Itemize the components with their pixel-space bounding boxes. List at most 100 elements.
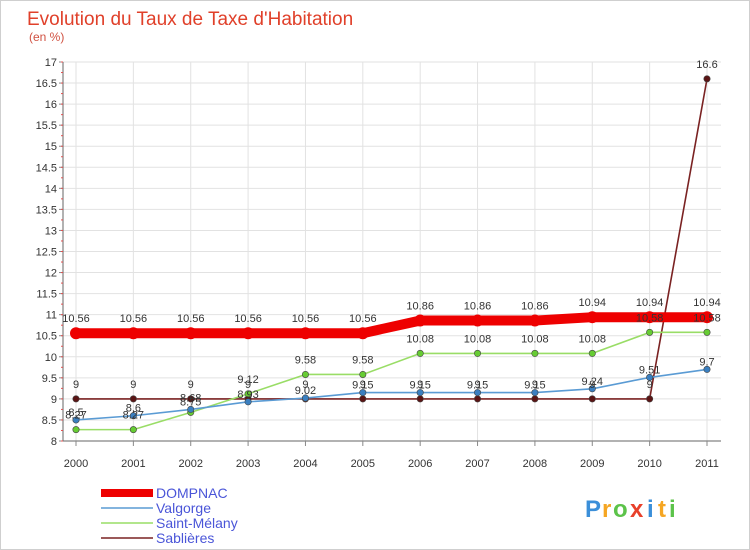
- data-label: 10.56: [62, 313, 90, 325]
- logo-letter: t: [658, 496, 666, 523]
- data-point: [301, 370, 309, 378]
- data-point: [474, 349, 482, 357]
- data-point: [646, 395, 654, 403]
- data-label: 10.86: [406, 301, 434, 313]
- data-label: 8.6: [126, 403, 141, 415]
- x-tick-label: 2001: [121, 458, 145, 470]
- data-label: 10.56: [292, 313, 320, 325]
- x-tick-label: 2010: [637, 458, 661, 470]
- gridlines: [63, 61, 721, 442]
- data-label: 9.58: [352, 354, 373, 366]
- data-label: 9.12: [237, 374, 258, 386]
- data-point: [72, 416, 80, 424]
- data-point: [531, 395, 539, 403]
- data-label: 10.08: [406, 333, 434, 345]
- y-tick-label: 8: [51, 436, 57, 448]
- data-label: 10.56: [234, 313, 262, 325]
- data-label: 9: [589, 379, 595, 391]
- y-tick-label: 13: [45, 225, 57, 237]
- data-point: [356, 327, 369, 340]
- data-label: 9: [474, 379, 480, 391]
- x-tick-label: 2006: [408, 458, 432, 470]
- y-tick-label: 11: [46, 310, 57, 322]
- y-tick-label: 12: [45, 268, 57, 280]
- data-point: [588, 349, 596, 357]
- data-point: [359, 370, 367, 378]
- data-labels: 10.56 10.56 10.56 10.56 10.56 10.56 10.86 10.86…: [62, 59, 721, 422]
- data-point: [299, 327, 312, 340]
- data-point: [588, 395, 596, 403]
- y-tick-label: 15: [45, 141, 57, 153]
- data-point: [244, 390, 252, 398]
- y-tick-label: 10: [45, 352, 57, 364]
- data-point: [72, 395, 80, 403]
- data-point: [187, 405, 195, 413]
- x-tick-label: 2007: [465, 458, 489, 470]
- data-label: 9: [188, 379, 194, 391]
- data-label: 9: [130, 379, 136, 391]
- data-point: [471, 314, 484, 327]
- data-label: 9.7: [699, 356, 714, 368]
- data-label: 9.02: [295, 385, 316, 397]
- y-tick-label: 8.5: [42, 415, 57, 427]
- data-label: 9: [417, 379, 423, 391]
- x-tick-label: 2002: [178, 458, 202, 470]
- x-tick-label: 2011: [695, 458, 719, 470]
- data-point: [127, 327, 140, 340]
- data-point: [528, 314, 541, 327]
- series-lines: [70, 75, 713, 434]
- data-label: 10.56: [177, 313, 205, 325]
- data-point: [474, 395, 482, 403]
- y-axis-ticks: 8 8.5 9 9.5 10 10.5 11 11.5 12 12.5 13 13.5 14 14.5 15…: [36, 57, 63, 448]
- data-label: 10.56: [120, 313, 148, 325]
- data-point: [129, 395, 137, 403]
- y-tick-label: 12.5: [36, 247, 57, 259]
- legend-label: Saint-Mélany: [156, 515, 238, 531]
- y-tick-label: 15.5: [36, 120, 57, 132]
- data-point: [646, 328, 654, 336]
- logo-letter: x: [630, 496, 644, 523]
- series-line-dompnac: [71, 312, 712, 339]
- data-label: 8.5: [68, 407, 83, 419]
- data-label: 10.86: [521, 301, 549, 313]
- data-label: 9: [73, 379, 79, 391]
- data-point: [646, 373, 654, 381]
- data-point: [474, 389, 482, 397]
- data-label: 8.93: [237, 389, 258, 401]
- data-point: [416, 395, 424, 403]
- data-point: [359, 395, 367, 403]
- data-label: 9: [647, 379, 653, 391]
- data-point: [531, 349, 539, 357]
- legend-label: DOMPNAC: [156, 485, 228, 501]
- data-label: 16.6: [696, 59, 717, 71]
- x-tick-label: 2000: [64, 458, 88, 470]
- data-point: [703, 328, 711, 336]
- data-label: 9.15: [524, 380, 545, 392]
- logo-letter: o: [613, 496, 628, 523]
- data-label: 8.27: [123, 410, 144, 422]
- y-tick-label: 10.5: [36, 331, 57, 343]
- legend-label: Sablières: [156, 530, 214, 546]
- data-label: 9.15: [467, 380, 488, 392]
- data-point: [72, 426, 80, 434]
- data-label: 9: [360, 379, 366, 391]
- x-tick-label: 2003: [236, 458, 260, 470]
- data-label: 10.08: [579, 333, 607, 345]
- logo-letter: i: [647, 496, 654, 523]
- data-label: 10.58: [636, 312, 664, 324]
- data-label: 10.08: [464, 333, 492, 345]
- chart-title: Evolution du Taux de Taxe d'Habitation: [27, 9, 353, 30]
- series-line-valgorge: [75, 368, 708, 421]
- x-tick-label: 2005: [351, 458, 375, 470]
- data-point: [701, 311, 713, 324]
- data-label: 10.56: [349, 313, 377, 325]
- data-point: [643, 311, 656, 324]
- series-line-sablières: [75, 78, 708, 400]
- y-tick-label: 16.5: [36, 78, 57, 90]
- y-tick-label: 9: [51, 394, 57, 406]
- chart-subtitle: (en %): [29, 30, 64, 44]
- y-tick-label: 9.5: [42, 373, 57, 385]
